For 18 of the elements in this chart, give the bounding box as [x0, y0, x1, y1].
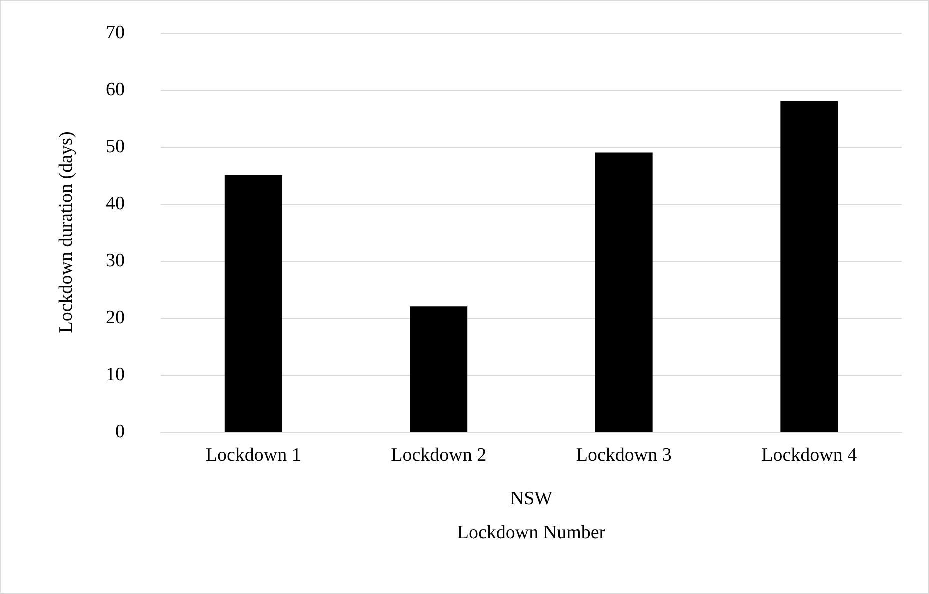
- bar: [780, 101, 838, 432]
- bar: [224, 176, 282, 432]
- y-tick-label: 0: [116, 422, 125, 442]
- y-tick-label: 30: [106, 250, 125, 272]
- x-tick-label: Lockdown 2: [391, 445, 487, 466]
- bar: [595, 152, 653, 432]
- y-tick-label: 50: [106, 136, 125, 158]
- x-tick-label: Lockdown 4: [762, 445, 858, 466]
- y-tick-label: 20: [106, 308, 125, 328]
- y-tick-label: 40: [106, 194, 125, 214]
- x-tick-label: Lockdown 3: [576, 445, 672, 466]
- y-tick-label: 70: [106, 22, 125, 44]
- y-tick-label: 10: [106, 364, 125, 386]
- x-tick-label: Lockdown 1: [206, 445, 302, 466]
- y-tick-label: 60: [106, 80, 125, 100]
- y-axis-title: Lockdown duration (days): [56, 132, 77, 334]
- bar: [410, 306, 468, 432]
- x-axis-title: NSW Lockdown Number: [457, 488, 606, 544]
